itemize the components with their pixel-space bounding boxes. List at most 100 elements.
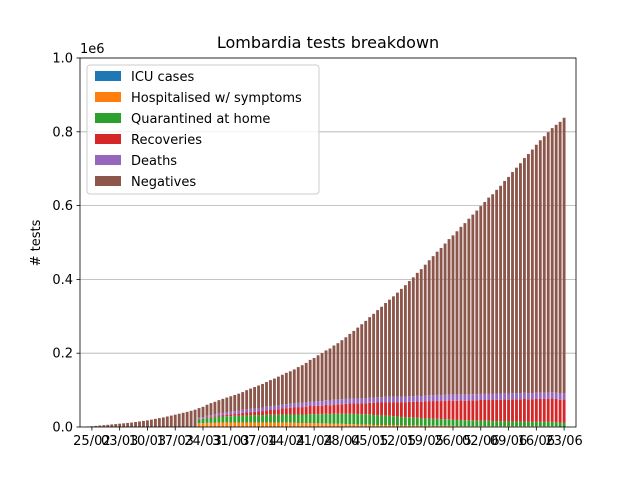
bar-segment bbox=[209, 417, 213, 423]
bar-segment bbox=[538, 392, 542, 399]
bar-segment bbox=[229, 411, 233, 415]
bar-segment bbox=[415, 272, 419, 396]
x-tick-label: 07/04 bbox=[240, 434, 277, 449]
bar-segment bbox=[352, 398, 356, 404]
bar-segment bbox=[443, 243, 447, 395]
bar-segment bbox=[273, 405, 276, 410]
bar-segment bbox=[439, 425, 443, 427]
bar-segment bbox=[157, 418, 161, 427]
bar-segment bbox=[538, 421, 542, 427]
bar-segment bbox=[253, 408, 257, 412]
bar-segment bbox=[475, 420, 479, 427]
bar-segment bbox=[487, 426, 491, 427]
bar-segment bbox=[431, 256, 435, 396]
bar-segment bbox=[380, 306, 383, 398]
x-tick-label: 26/05 bbox=[434, 434, 471, 449]
bar-segment bbox=[511, 421, 514, 427]
bar-segment bbox=[217, 416, 221, 423]
bar-segment bbox=[467, 218, 471, 395]
bar-segment bbox=[360, 424, 364, 427]
bar-segment bbox=[169, 415, 173, 427]
bar-segment bbox=[205, 422, 209, 427]
bar-segment bbox=[372, 397, 376, 403]
bar-segment bbox=[546, 392, 550, 399]
bar-segment bbox=[300, 365, 304, 403]
bar-segment bbox=[153, 418, 157, 427]
bar-segment bbox=[443, 419, 447, 426]
bar-segment bbox=[344, 413, 348, 425]
bar-segment bbox=[134, 422, 137, 427]
bar-segment bbox=[467, 400, 471, 421]
legend-swatch bbox=[95, 113, 121, 123]
bar-segment bbox=[396, 416, 399, 426]
bar-segment bbox=[542, 398, 546, 422]
bar-segment bbox=[138, 421, 141, 427]
bar-segment bbox=[348, 424, 352, 427]
bar-segment bbox=[487, 197, 491, 394]
bar-segment bbox=[475, 400, 479, 421]
bar-segment bbox=[451, 235, 455, 395]
bar-segment bbox=[463, 223, 467, 395]
bar-segment bbox=[300, 407, 304, 415]
bar-segment bbox=[522, 392, 526, 399]
bar-segment bbox=[340, 423, 344, 427]
bar-segment bbox=[276, 376, 280, 406]
bar-segment bbox=[455, 400, 459, 420]
bar-segment bbox=[550, 398, 554, 422]
bar-segment bbox=[280, 404, 284, 409]
bar-segment bbox=[265, 381, 268, 407]
bar-segment bbox=[332, 423, 336, 427]
bar-segment bbox=[296, 422, 300, 427]
y-offset-label: 1e6 bbox=[80, 42, 105, 57]
bar-segment bbox=[257, 385, 260, 408]
bar-segment bbox=[542, 392, 546, 399]
bar-segment bbox=[427, 418, 431, 426]
bar-segment bbox=[344, 403, 348, 414]
y-tick-label: 0.8 bbox=[52, 125, 73, 140]
bar-segment bbox=[233, 413, 237, 416]
bar-segment bbox=[292, 403, 296, 408]
bar-segment bbox=[550, 421, 554, 427]
bar-segment bbox=[499, 393, 503, 400]
bar-segment bbox=[348, 413, 352, 425]
x-tick-label: 12/05 bbox=[379, 434, 416, 449]
bar-segment bbox=[431, 395, 435, 402]
bar-segment bbox=[546, 132, 550, 393]
x-tick-label: 09/06 bbox=[490, 434, 527, 449]
bar-segment bbox=[344, 424, 348, 427]
bar-segment bbox=[427, 260, 431, 396]
bar-segment bbox=[396, 402, 399, 417]
bar-segment bbox=[558, 422, 562, 427]
bar-segment bbox=[225, 397, 229, 413]
bar-segment bbox=[360, 414, 364, 425]
bar-segment bbox=[284, 408, 288, 415]
bar-segment bbox=[233, 422, 237, 427]
bar-segment bbox=[562, 393, 566, 400]
bar-segment bbox=[288, 422, 292, 427]
bar-segment bbox=[451, 425, 455, 427]
bar-segment bbox=[181, 412, 185, 427]
bar-segment bbox=[407, 396, 411, 402]
bar-segment bbox=[237, 410, 241, 414]
bar-segment bbox=[435, 418, 439, 426]
legend-label: Recoveries bbox=[131, 133, 202, 148]
bar-segment bbox=[396, 396, 399, 403]
bar-segment bbox=[237, 413, 241, 416]
bar-segment bbox=[249, 415, 253, 423]
bar-segment bbox=[253, 411, 257, 416]
bar-segment bbox=[407, 401, 411, 418]
axes-frame bbox=[79, 57, 577, 428]
bar-segment bbox=[360, 398, 364, 404]
bar-segment bbox=[455, 394, 459, 401]
bar-segment bbox=[348, 403, 352, 414]
bar-segment bbox=[483, 420, 487, 427]
bar-segment bbox=[273, 378, 276, 406]
bar-segment bbox=[447, 400, 451, 420]
legend-label: Quarantined at home bbox=[131, 112, 270, 127]
legend-label: Hospitalised w/ symptoms bbox=[131, 91, 302, 106]
bar-segment bbox=[249, 422, 253, 427]
bar-segment bbox=[530, 149, 534, 394]
bar-segment bbox=[237, 422, 241, 427]
bar-segment bbox=[403, 285, 407, 397]
